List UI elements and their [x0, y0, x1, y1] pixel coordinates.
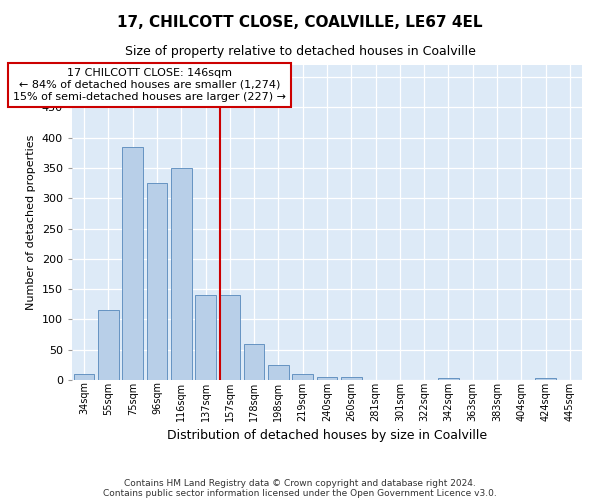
Bar	[438, 378, 459, 380]
Text: 17 CHILCOTT CLOSE: 146sqm
← 84% of detached houses are smaller (1,274)
15% of se: 17 CHILCOTT CLOSE: 146sqm ← 84% of detac…	[13, 68, 286, 102]
Text: Size of property relative to detached houses in Coalville: Size of property relative to detached ho…	[125, 45, 475, 58]
Text: Contains public sector information licensed under the Open Government Licence v3: Contains public sector information licen…	[103, 488, 497, 498]
Bar	[341, 377, 362, 380]
Bar	[146, 183, 167, 380]
Bar	[244, 344, 265, 380]
Bar	[195, 295, 216, 380]
Bar	[535, 378, 556, 380]
X-axis label: Distribution of detached houses by size in Coalville: Distribution of detached houses by size …	[167, 429, 487, 442]
Bar	[171, 168, 191, 380]
Text: 17, CHILCOTT CLOSE, COALVILLE, LE67 4EL: 17, CHILCOTT CLOSE, COALVILLE, LE67 4EL	[117, 15, 483, 30]
Bar	[220, 295, 240, 380]
Bar	[268, 365, 289, 380]
Bar	[74, 374, 94, 380]
Bar	[317, 377, 337, 380]
Bar	[122, 147, 143, 380]
Bar	[98, 310, 119, 380]
Bar	[292, 374, 313, 380]
Text: Contains HM Land Registry data © Crown copyright and database right 2024.: Contains HM Land Registry data © Crown c…	[124, 478, 476, 488]
Y-axis label: Number of detached properties: Number of detached properties	[26, 135, 36, 310]
